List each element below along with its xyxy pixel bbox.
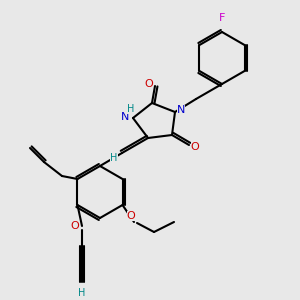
- Text: O: O: [127, 211, 135, 221]
- Text: H: H: [127, 104, 135, 114]
- Text: O: O: [145, 79, 153, 89]
- Text: H: H: [110, 153, 118, 163]
- Text: H: H: [78, 288, 86, 298]
- Text: F: F: [219, 13, 225, 23]
- Text: O: O: [190, 142, 200, 152]
- Text: N: N: [121, 112, 129, 122]
- Text: N: N: [177, 105, 185, 115]
- Text: O: O: [70, 221, 80, 231]
